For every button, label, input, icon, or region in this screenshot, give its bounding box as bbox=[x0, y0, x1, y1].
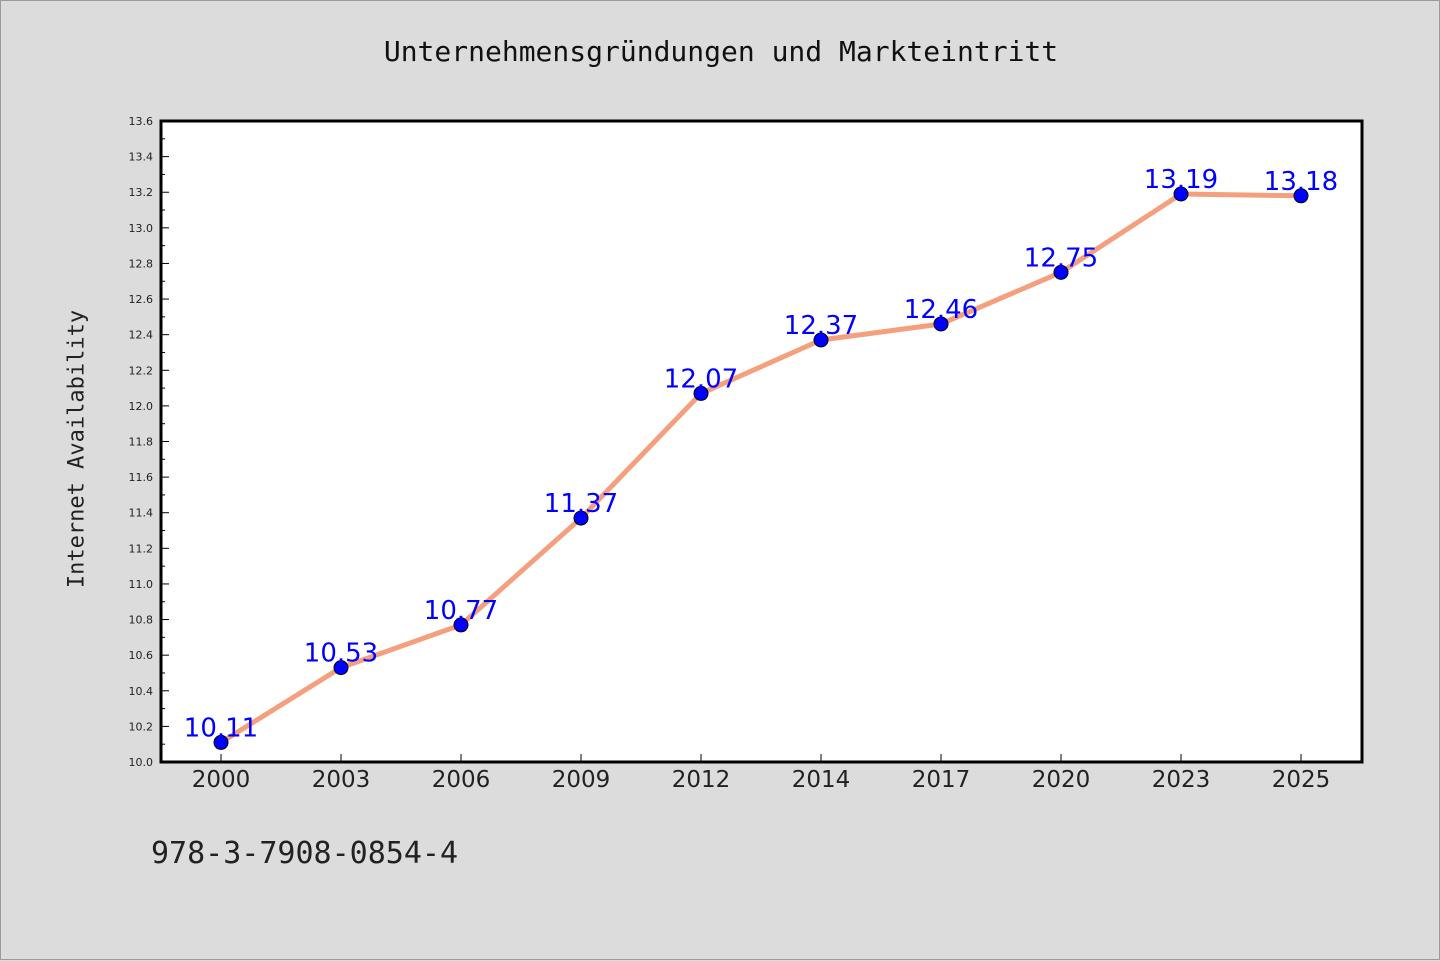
x-tick-label: 2025 bbox=[1272, 767, 1331, 793]
y-tick-label: 11.8 bbox=[129, 436, 154, 449]
series-line bbox=[218, 191, 1304, 745]
y-tick-label: 13.0 bbox=[129, 222, 154, 235]
data-point bbox=[213, 734, 229, 750]
data-markers bbox=[213, 186, 1309, 750]
y-tick-label: 10.2 bbox=[129, 720, 154, 733]
data-label: 11.37 bbox=[544, 489, 618, 519]
data-label: 10.77 bbox=[424, 596, 498, 626]
plot-area bbox=[161, 121, 1362, 762]
y-tick-label: 11.4 bbox=[129, 507, 154, 520]
x-axis: 2000 2003 2006 2009 2012 2014 2017 2020 2023 2025 bbox=[192, 754, 1331, 793]
x-tick-label: 2020 bbox=[1032, 767, 1091, 793]
data-label: 12.37 bbox=[784, 311, 858, 341]
y-tick-label: 11.0 bbox=[129, 578, 154, 591]
plot-frame bbox=[159, 119, 1364, 764]
data-point bbox=[813, 332, 829, 348]
data-label: 12.07 bbox=[664, 364, 738, 394]
y-tick-label: 12.0 bbox=[129, 400, 154, 413]
y-tick-label: 10.0 bbox=[129, 756, 154, 769]
x-tick-label: 2006 bbox=[432, 767, 491, 793]
data-point bbox=[573, 510, 589, 526]
data-point bbox=[1173, 186, 1189, 202]
data-label: 13.18 bbox=[1264, 167, 1338, 197]
data-point bbox=[1293, 188, 1309, 204]
y-tick-label: 13.2 bbox=[129, 186, 154, 199]
y-tick-label: 12.2 bbox=[129, 364, 154, 377]
y-tick-label: 10.6 bbox=[129, 649, 154, 662]
data-point bbox=[453, 617, 469, 633]
y-tick-label: 12.4 bbox=[129, 329, 154, 342]
data-point bbox=[693, 385, 709, 401]
y-tick-label: 11.2 bbox=[129, 542, 154, 555]
chart-title: Unternehmensgründungen und Markteintritt bbox=[383, 35, 1059, 68]
data-label: 12.75 bbox=[1024, 243, 1098, 273]
data-point bbox=[933, 316, 949, 332]
x-tick-label: 2012 bbox=[672, 767, 731, 793]
data-label: 12.46 bbox=[904, 295, 978, 325]
y-axis: 10.0 10.2 10.4 10.6 10.8 11.0 11.2 11.4 11.6 11.8… bbox=[129, 115, 169, 769]
y-tick-label: 11.6 bbox=[129, 471, 154, 484]
x-tick-label: 2000 bbox=[192, 767, 251, 793]
y-tick-label: 12.6 bbox=[129, 293, 154, 306]
data-label: 13.19 bbox=[1144, 165, 1218, 195]
y-tick-label: 12.8 bbox=[129, 257, 154, 270]
data-point bbox=[1053, 264, 1069, 280]
y-tick-label: 10.4 bbox=[129, 685, 154, 698]
y-tick-label: 13.6 bbox=[129, 115, 154, 128]
x-tick-label: 2014 bbox=[792, 767, 851, 793]
y-tick-label: 13.4 bbox=[129, 151, 154, 164]
x-tick-label: 2003 bbox=[312, 767, 371, 793]
data-label: 10.53 bbox=[304, 639, 378, 669]
data-point bbox=[333, 660, 349, 676]
data-labels: 10.11 10.53 10.77 11.37 12.07 12.37 12.46 12.75… bbox=[184, 165, 1338, 743]
x-tick-label: 2023 bbox=[1152, 767, 1211, 793]
data-label: 10.11 bbox=[184, 713, 258, 743]
x-tick-label: 2017 bbox=[912, 767, 971, 793]
series-line-group bbox=[218, 191, 1304, 745]
isbn-text: 978-3-7908-0854-4 bbox=[151, 836, 459, 871]
y-tick-label: 10.8 bbox=[129, 614, 154, 627]
x-tick-label: 2009 bbox=[552, 767, 611, 793]
